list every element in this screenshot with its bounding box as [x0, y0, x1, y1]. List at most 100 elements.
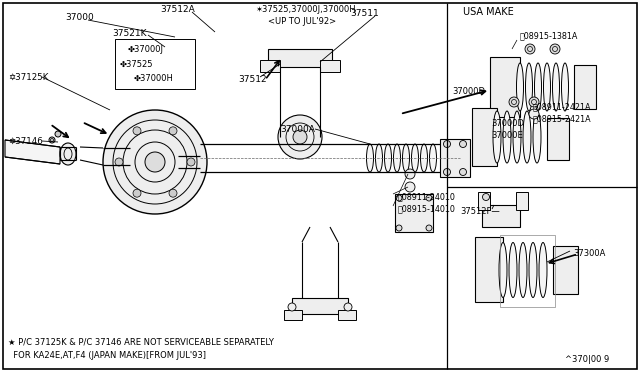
Circle shape: [529, 109, 539, 119]
Ellipse shape: [385, 144, 392, 172]
Circle shape: [483, 193, 490, 201]
Text: 37000D: 37000D: [452, 87, 485, 96]
Text: 37512: 37512: [238, 76, 267, 84]
Circle shape: [405, 169, 415, 179]
Ellipse shape: [523, 111, 531, 163]
Bar: [500, 235, 555, 307]
Bar: [475, 237, 503, 302]
Text: <UP TO JUL'92>: <UP TO JUL'92>: [268, 17, 336, 26]
Ellipse shape: [367, 144, 374, 172]
Ellipse shape: [376, 144, 383, 172]
Circle shape: [525, 44, 535, 54]
Bar: [292, 298, 348, 314]
Ellipse shape: [394, 144, 401, 172]
Text: ✡37125K: ✡37125K: [8, 73, 49, 81]
Circle shape: [145, 152, 165, 172]
Circle shape: [509, 97, 519, 107]
Bar: [482, 205, 520, 227]
Bar: [472, 108, 497, 166]
Ellipse shape: [403, 144, 410, 172]
Text: 37512A: 37512A: [160, 6, 195, 15]
Ellipse shape: [516, 63, 524, 111]
Circle shape: [133, 127, 141, 135]
Ellipse shape: [412, 144, 419, 172]
Circle shape: [426, 225, 432, 231]
Ellipse shape: [420, 144, 428, 172]
Ellipse shape: [561, 63, 568, 111]
Text: 37300A: 37300A: [573, 250, 605, 259]
Circle shape: [55, 131, 61, 137]
Bar: [547, 118, 569, 160]
Circle shape: [293, 130, 307, 144]
Ellipse shape: [533, 111, 541, 163]
Bar: [338, 310, 356, 320]
Text: FOR KA24E,AT,F4 (JAPAN MAKE)[FROM JUL'93]: FOR KA24E,AT,F4 (JAPAN MAKE)[FROM JUL'93…: [8, 352, 206, 360]
Circle shape: [115, 158, 123, 166]
Ellipse shape: [519, 243, 527, 298]
Text: ✶37525,37000J,37000H: ✶37525,37000J,37000H: [255, 6, 356, 15]
Bar: [395, 194, 433, 232]
Bar: [268, 49, 332, 67]
Circle shape: [288, 303, 296, 311]
Bar: [516, 192, 528, 210]
Bar: [440, 139, 470, 177]
Text: ✤37000J: ✤37000J: [128, 45, 164, 55]
Ellipse shape: [539, 243, 547, 298]
Text: ✡37146: ✡37146: [8, 137, 43, 145]
Bar: [115, 39, 195, 89]
Ellipse shape: [499, 243, 507, 298]
Circle shape: [529, 97, 539, 107]
Text: ⓝ08911-2421A: ⓝ08911-2421A: [533, 103, 591, 112]
Ellipse shape: [529, 243, 537, 298]
Circle shape: [169, 189, 177, 197]
Text: ⓝ08915-1381A: ⓝ08915-1381A: [520, 32, 579, 41]
Ellipse shape: [509, 243, 517, 298]
Text: 37511: 37511: [350, 10, 379, 19]
Text: ⓝ08911-24010: ⓝ08911-24010: [398, 192, 456, 202]
Circle shape: [426, 195, 432, 201]
Circle shape: [460, 141, 467, 148]
Ellipse shape: [60, 143, 76, 165]
Circle shape: [460, 169, 467, 176]
Circle shape: [405, 182, 415, 192]
Circle shape: [396, 195, 402, 201]
Text: Ⓞ08915-14010: Ⓞ08915-14010: [398, 205, 456, 214]
Ellipse shape: [525, 63, 532, 111]
Circle shape: [278, 115, 322, 159]
Circle shape: [344, 303, 352, 311]
Ellipse shape: [513, 111, 521, 163]
Text: 37000: 37000: [65, 13, 93, 22]
Ellipse shape: [543, 63, 550, 111]
Bar: [490, 57, 520, 117]
Ellipse shape: [503, 111, 511, 163]
Ellipse shape: [534, 63, 541, 111]
Circle shape: [396, 225, 402, 231]
Text: 37521K: 37521K: [112, 29, 147, 38]
Bar: [260, 60, 280, 72]
Text: ✤37000H: ✤37000H: [134, 74, 174, 83]
Circle shape: [49, 137, 55, 143]
Bar: [574, 65, 596, 109]
Circle shape: [550, 44, 560, 54]
Polygon shape: [5, 140, 60, 164]
Bar: [284, 310, 302, 320]
Text: 37000D: 37000D: [491, 119, 524, 128]
Circle shape: [444, 169, 451, 176]
Text: Ⓞ08915-2421A: Ⓞ08915-2421A: [533, 115, 591, 124]
Bar: [320, 60, 340, 72]
Bar: [553, 246, 578, 294]
Circle shape: [444, 141, 451, 148]
Circle shape: [187, 158, 195, 166]
Ellipse shape: [493, 111, 501, 163]
Circle shape: [103, 110, 207, 214]
Text: 37512F—: 37512F—: [460, 208, 500, 217]
Text: ★ P/C 37125K & P/C 37146 ARE NOT SERVICEABLE SEPARATELY: ★ P/C 37125K & P/C 37146 ARE NOT SERVICE…: [8, 337, 274, 346]
Circle shape: [169, 127, 177, 135]
Text: 37000A: 37000A: [280, 125, 315, 134]
Ellipse shape: [552, 63, 559, 111]
Bar: [478, 192, 490, 210]
Circle shape: [133, 189, 141, 197]
Ellipse shape: [429, 144, 436, 172]
Text: 37000E: 37000E: [491, 131, 523, 141]
Text: ✤37525: ✤37525: [120, 60, 154, 68]
